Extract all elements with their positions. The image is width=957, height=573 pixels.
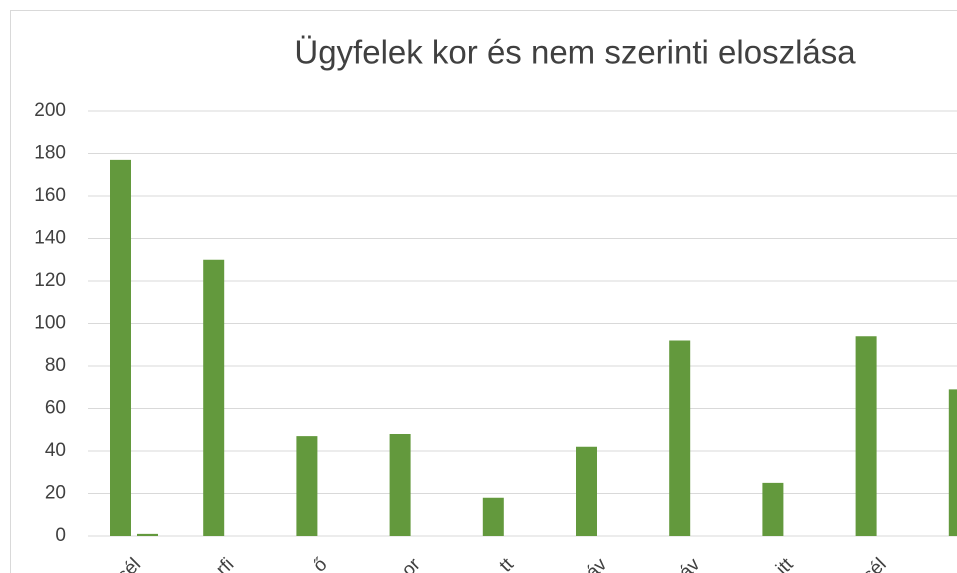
- bar: [296, 436, 318, 536]
- bar: [948, 389, 957, 536]
- y-tick-label: 0: [55, 525, 66, 546]
- bar: [855, 336, 877, 536]
- y-tick-label: 40: [45, 440, 66, 461]
- y-tick-label: 180: [34, 143, 66, 164]
- bar: [482, 497, 504, 536]
- bar: [110, 159, 131, 536]
- y-tick-label: 80: [45, 355, 66, 376]
- y-tick-label: 200: [34, 100, 66, 121]
- y-tick-label: 140: [34, 228, 66, 249]
- y-tick-label: 120: [34, 270, 66, 291]
- bar: [389, 434, 411, 536]
- y-tick-label: 100: [34, 313, 66, 334]
- bar: [576, 446, 597, 536]
- bar: [762, 482, 784, 536]
- y-tick-label: 160: [34, 185, 66, 206]
- chart-frame: [10, 10, 957, 573]
- bar: [669, 340, 691, 536]
- y-tick-label: 20: [45, 483, 66, 504]
- bar: [203, 259, 225, 536]
- chart-title: Ügyfelek kor és nem szerinti eloszlása: [294, 34, 856, 71]
- bar: [137, 533, 158, 536]
- y-tick-label: 60: [45, 398, 66, 419]
